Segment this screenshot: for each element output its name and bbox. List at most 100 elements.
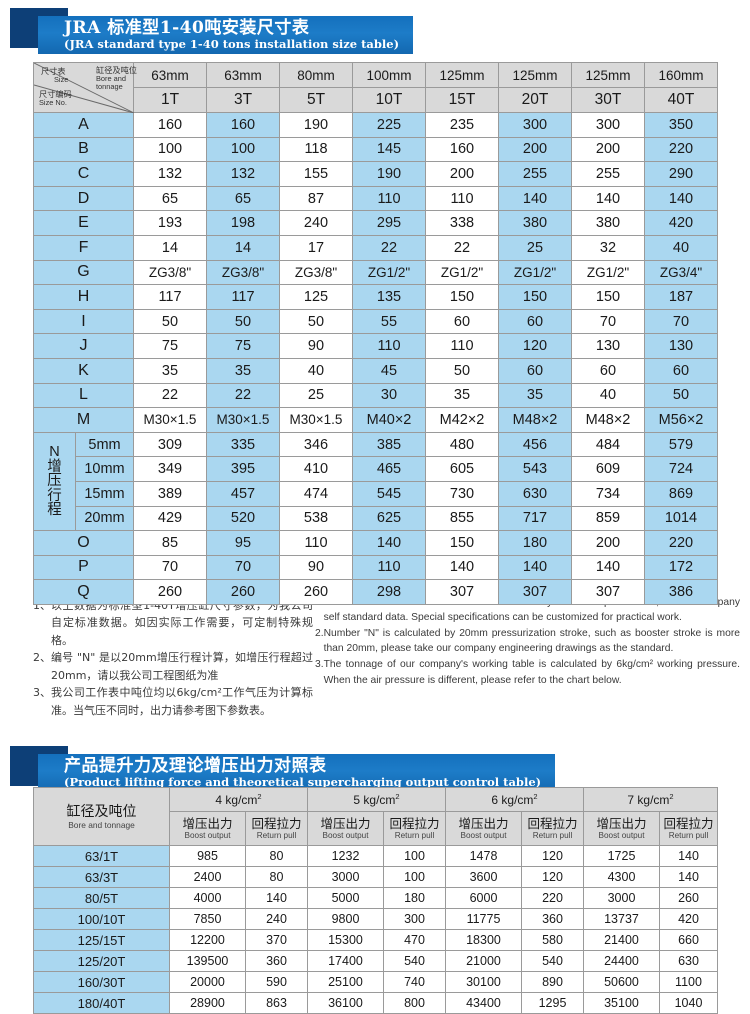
force-row-label: 100/10T	[33, 908, 170, 930]
table-cell: 35	[133, 357, 207, 384]
table-cell: 45	[352, 357, 426, 384]
table-cell: 717	[498, 505, 572, 532]
table-cell: M30×1.5	[279, 407, 353, 433]
table-cell: 50	[644, 382, 718, 409]
corner-bore-label: 缸径及吨位 Bore and tonnage	[96, 66, 137, 92]
table-row: M M30×1.5 M30×1.5 M30×1.5 M40×2 M42×2 M48×2 M48…	[33, 407, 718, 433]
force-bore-header: 缸径及吨位 Bore and tonnage	[33, 787, 170, 846]
table-cell: M42×2	[425, 407, 499, 433]
column-header-tonnage: 30T	[571, 87, 645, 113]
corner-size-label: 尺寸表 Size	[41, 67, 69, 85]
table-cell: 120	[521, 845, 584, 867]
table-row: P 70 70 90 110 140 140 140 172	[33, 554, 718, 581]
table-cell: 395	[206, 456, 280, 482]
table-cell: 17400	[307, 950, 384, 972]
table-cell: 630	[659, 950, 718, 972]
remark-text: 编号 "N" 是以20mm增压行程计算，如增压行程超过20mm，请以我公司工程图…	[51, 651, 313, 682]
table-cell: 140	[659, 845, 718, 867]
table-cell: 220	[521, 887, 584, 909]
table-cell: 140	[352, 530, 426, 556]
table-row: K 35 35 40 45 50 60 60 60	[33, 357, 718, 384]
column-header-bore: 125mm	[425, 62, 499, 88]
table-cell: 22	[133, 382, 207, 409]
table-cell: 140	[644, 185, 718, 212]
table-cell: 60	[644, 357, 718, 384]
table-cell: ZG3/8"	[279, 259, 353, 286]
banner2-bar: 产品提升力及理论增压出力对照表 (Product lifting force a…	[38, 754, 556, 792]
table-cell: M30×1.5	[206, 407, 280, 433]
table-cell: 150	[571, 284, 645, 310]
table-cell: 420	[644, 210, 718, 236]
table-cell: 140	[571, 554, 645, 581]
table-row: O 85 95 110 140 150 180 200 220	[33, 530, 718, 556]
table-row: N 增压行程 5mm 309 335 346 385 480 456 484 579	[33, 431, 718, 532]
table-cell: 17	[279, 234, 353, 261]
table-cell: 1014	[644, 505, 718, 532]
section2-title-en: (Product lifting force and theoretical s…	[64, 774, 542, 789]
table-cell: M48×2	[498, 407, 572, 433]
force-sub-header: 回程拉力 Return pull	[245, 811, 308, 846]
force-sub-header: 增压出力 Boost output	[169, 811, 246, 846]
table-cell: 300	[498, 112, 572, 138]
table-cell: 225	[352, 112, 426, 138]
column-header-tonnage: 15T	[425, 87, 499, 113]
table-cell: 360	[245, 950, 308, 972]
table-cell: 65	[133, 185, 207, 212]
table-cell: 117	[206, 284, 280, 310]
table-cell: 180	[383, 887, 446, 909]
table-cell: 150	[425, 284, 499, 310]
table-row: H 117 117 125 135 150 150 150 187	[33, 284, 718, 310]
table-cell: 22	[206, 382, 280, 409]
pressure-group-header: 4 kg/cm2	[169, 787, 308, 812]
table-cell: 579	[644, 431, 718, 458]
table-cell: 295	[352, 210, 426, 236]
column-header-tonnage: 3T	[206, 87, 280, 113]
table-cell: 70	[571, 308, 645, 335]
table-cell: 389	[133, 480, 207, 507]
table-cell: 100	[133, 136, 207, 163]
row-label: F	[33, 234, 134, 261]
table-cell: 75	[206, 333, 280, 359]
table-cell: 298	[352, 579, 426, 605]
force-sub-header: 增压出力 Boost output	[445, 811, 522, 846]
table-row: 20mm 429 520 538 625 855 717 859 1014	[34, 505, 718, 532]
table-row: 125/20T 139500 360 17400 540 21000 540 24400 630	[33, 950, 718, 972]
table-cell: 5000	[307, 887, 384, 909]
table-cell: 117	[133, 284, 207, 310]
table-cell: 465	[352, 456, 426, 482]
column-header-bore: 63mm	[206, 62, 280, 88]
force-row-label: 125/20T	[33, 950, 170, 972]
table-cell: 605	[425, 456, 499, 482]
table-cell: ZG1/2"	[352, 259, 426, 286]
table-cell: 100	[383, 845, 446, 867]
table-cell: 87	[279, 185, 353, 212]
table-row: 63/1T 985 80 1232 100 1478 120 1725 140	[33, 845, 718, 867]
table-cell: 1232	[307, 845, 384, 867]
table-cell: M48×2	[571, 407, 645, 433]
table-cell: 40	[279, 357, 353, 384]
row-label: E	[33, 210, 134, 236]
table-cell: 200	[571, 530, 645, 556]
table-cell: 70	[133, 554, 207, 581]
table-cell: 12200	[169, 929, 246, 951]
table-cell: 457	[206, 480, 280, 507]
table-cell: 240	[245, 908, 308, 930]
table-row: B 100 100 118 145 160 200 200 220	[33, 136, 718, 163]
table-cell: 3000	[307, 866, 384, 888]
section2-title-cn: 产品提升力及理论增压出力对照表	[64, 755, 327, 776]
table-cell: 385	[352, 431, 426, 458]
table-cell: M56×2	[644, 407, 718, 433]
table-cell: 290	[644, 161, 718, 187]
table-cell: 30	[352, 382, 426, 409]
force-sub-header: 回程拉力 Return pull	[383, 811, 446, 846]
table-cell: 139500	[169, 950, 246, 972]
banner-bar: JRA 标准型1-40吨安装尺寸表 (JRA standard type 1-4…	[38, 16, 414, 54]
table-cell: 11775	[445, 908, 522, 930]
table-cell: 200	[425, 161, 499, 187]
pressure-group-header: 5 kg/cm2	[307, 787, 446, 812]
table-cell: 145	[352, 136, 426, 163]
table-cell: 540	[383, 950, 446, 972]
table-cell: 260	[206, 579, 280, 605]
table-cell: 172	[644, 554, 718, 581]
row-label: J	[33, 333, 134, 359]
